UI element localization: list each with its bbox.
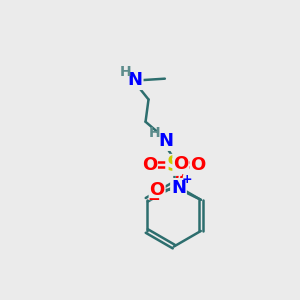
Text: N: N	[171, 179, 186, 197]
Text: O: O	[149, 181, 165, 199]
Text: N: N	[128, 71, 142, 89]
Text: O: O	[173, 155, 188, 173]
Text: −: −	[147, 192, 160, 207]
Text: N: N	[158, 132, 173, 150]
Text: S: S	[166, 155, 181, 175]
Text: O: O	[190, 156, 206, 174]
Text: H: H	[120, 65, 131, 79]
Text: O: O	[142, 156, 157, 174]
Text: H: H	[148, 126, 160, 140]
Text: +: +	[182, 173, 192, 186]
